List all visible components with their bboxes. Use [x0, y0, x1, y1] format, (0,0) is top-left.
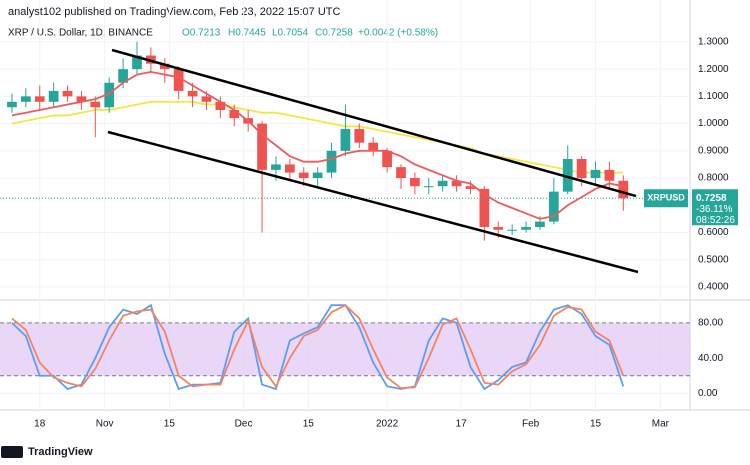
y-tick-label: 0.9000 [698, 145, 729, 156]
trendline-upper [111, 48, 637, 198]
candle-body [396, 167, 406, 179]
candle-body [604, 169, 615, 181]
candle-body [312, 172, 323, 179]
ohlc-low: L0.7054 [272, 28, 309, 39]
candle-body [173, 69, 184, 91]
x-tick-label: 17 [456, 419, 468, 430]
candle-body [382, 150, 392, 168]
candle-body [229, 109, 240, 119]
candle-body [298, 172, 309, 179]
stoch-line [11, 303, 625, 391]
candle-body [271, 164, 281, 170]
candle-body [590, 169, 601, 179]
y-tick-label: 0.8000 [698, 173, 729, 184]
y-tick-label: 1.0000 [698, 118, 729, 129]
stoch-line [11, 304, 625, 390]
candle-body [354, 129, 365, 143]
x-tick-label: 15 [164, 419, 176, 430]
candle-body [284, 164, 295, 173]
candle-body [535, 221, 545, 228]
candle-body [62, 90, 73, 97]
price-tag [644, 189, 688, 208]
candle-body [215, 101, 226, 110]
candle-body [562, 158, 573, 192]
x-tick-label: 15 [590, 419, 602, 430]
x-tick-label: 18 [34, 419, 46, 430]
y-tick-label: 0.5000 [698, 254, 729, 265]
y-tick-label: 1.3000 [698, 37, 729, 48]
ohlc-close: C0.7258 [315, 28, 353, 39]
candle-body [521, 227, 531, 230]
x-tick-label: Feb [522, 419, 540, 430]
y-tick-label: 0.4000 [698, 282, 729, 293]
candle-body [48, 90, 59, 102]
y-tick-label: 1.2000 [698, 64, 729, 75]
axis-change: -36.11% [696, 204, 733, 215]
candle-body [7, 101, 17, 108]
ohlc-high: H0.7445 [228, 28, 266, 39]
candle-body [437, 180, 448, 187]
candle-body [465, 186, 476, 189]
candle-body [507, 229, 518, 231]
candle-body [118, 69, 128, 83]
candle-body [257, 123, 267, 170]
logo-icon [1, 446, 23, 458]
candle-body [132, 55, 142, 70]
x-tick-label: Mar [652, 419, 670, 430]
candle-body [410, 178, 420, 187]
ohlc-open: O0.7213 [182, 28, 221, 39]
y-tick-label: 0.00 [698, 388, 718, 399]
candle-body [368, 142, 379, 151]
candle-body [76, 96, 87, 102]
moving-average [11, 70, 624, 220]
candle-body [34, 96, 45, 102]
candle-body [326, 150, 337, 173]
x-tick-label: 2022 [376, 419, 399, 430]
y-tick-label: 40.00 [698, 353, 723, 364]
candle-body [451, 180, 462, 187]
y-tick-label: 0.6000 [698, 227, 729, 238]
price-tag-ticker: XRPUSD [647, 193, 685, 203]
candle-body [20, 96, 31, 102]
candle-body [104, 82, 115, 108]
moving-average [11, 100, 624, 174]
y-tick-label: 80.00 [698, 317, 723, 328]
candle-body [493, 227, 504, 230]
candle-body [576, 158, 587, 179]
candle-body [423, 186, 434, 188]
candle-body [159, 63, 170, 70]
ohlc-change: +0.0042 (+0.58%) [358, 28, 438, 39]
candle-body [201, 96, 212, 102]
x-tick-label: 15 [303, 419, 315, 430]
stoch-band [0, 322, 690, 376]
trendline-lower [107, 130, 639, 274]
candle-body [90, 101, 101, 108]
axis-price: 0.7258 [696, 193, 727, 204]
axis-price-tag [692, 189, 738, 226]
symbol: XRP / U.S. Dollar, 1D, BINANCE [8, 28, 153, 39]
candle-body [340, 129, 351, 151]
axis-countdown: 08:52:26 [696, 215, 735, 226]
brand: TradingView [28, 446, 93, 458]
publisher: analyst102 published on TradingView.com,… [8, 6, 341, 18]
x-tick-label: Nov [96, 419, 114, 430]
candle-body [548, 191, 559, 222]
candle-body [618, 180, 629, 199]
y-tick-label: 1.1000 [698, 91, 729, 102]
candle-body [479, 188, 490, 228]
candle-body [187, 90, 198, 97]
x-tick-label: Dec [235, 419, 253, 430]
